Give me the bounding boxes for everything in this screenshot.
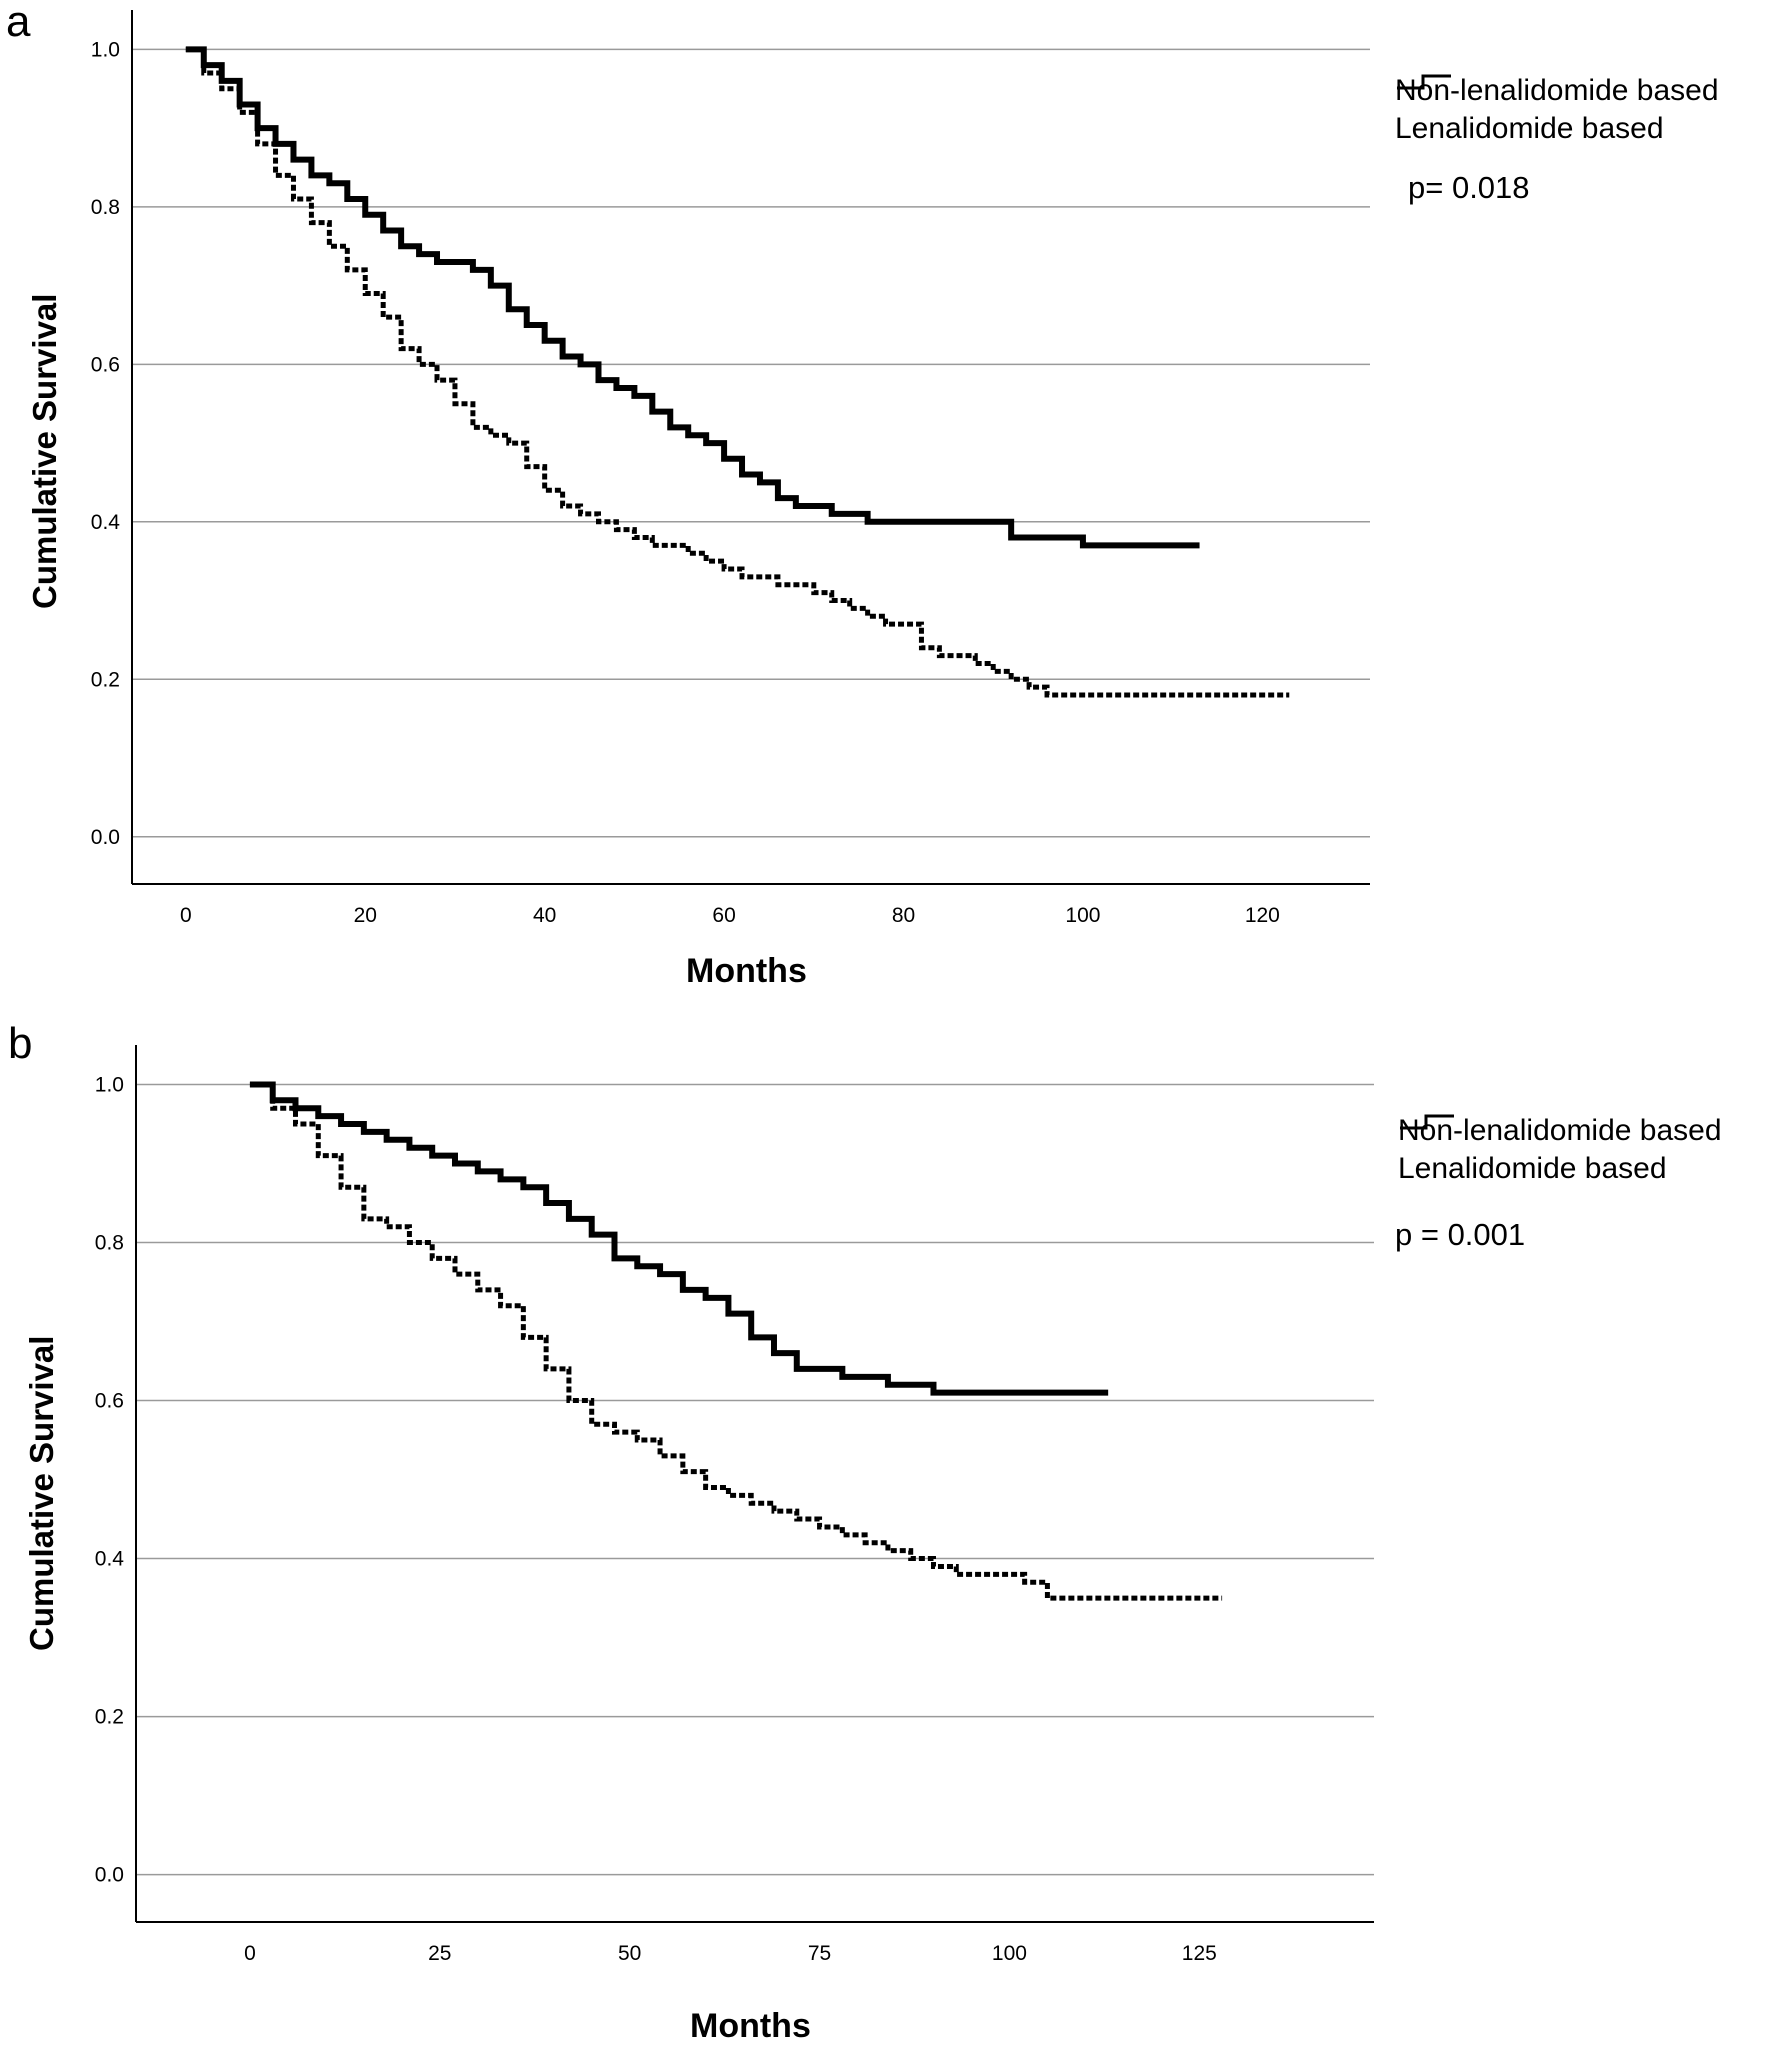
y-tick-label: 0.2 [95, 1706, 124, 1729]
y-tick-label: 0.0 [95, 1864, 124, 1887]
x-tick-label: 60 [712, 904, 735, 927]
y-tick-label: 0.4 [91, 511, 121, 534]
chart-a-svg: 0.0 0.2 0.4 0.6 0.8 1.0 0 20 40 60 80 100 120 [91, 10, 1370, 927]
panel-label-b: b [8, 1019, 33, 1068]
legend-item-lenalidomide: Lenalidomide based [1398, 1114, 1722, 1188]
y-tick-label: 0.0 [91, 826, 120, 849]
x-tick-label: 100 [1065, 904, 1100, 927]
x-tick-label: 0 [244, 1942, 256, 1965]
y-tick-label: 0.8 [95, 1232, 124, 1255]
x-tick-label: 125 [1182, 1942, 1217, 1965]
x-tick-label: 20 [354, 904, 377, 927]
legend-item-lenalidomide: Lenalidomide based [1395, 74, 1719, 148]
y-tick-label: 0.4 [95, 1548, 125, 1571]
y-tick-label: 0.2 [91, 668, 120, 691]
y-axis-label-a: Cumulative Survival [26, 293, 63, 609]
p-value-a: p= 0.018 [1408, 170, 1530, 205]
solid-line-swatch [1397, 74, 1451, 90]
x-axis-label-b: Months [690, 2007, 811, 2045]
survival-chart-b: b 0.0 0.2 0.4 0.6 0.8 1.0 0 25 50 75 100 125 Non-le… [0, 1019, 1772, 2046]
y-tick-label: 0.8 [91, 196, 120, 219]
legend-a: Non-lenalidomide based Lenalidomide base… [1395, 72, 1719, 148]
y-tick-label: 0.6 [91, 353, 120, 376]
x-tick-label: 50 [618, 1942, 641, 1965]
survival-chart-a: a 0.0 0.2 0.4 0.6 0.8 1.0 0 20 40 60 80 100 120 Non-… [0, 0, 1772, 1022]
x-tick-label: 40 [533, 904, 556, 927]
y-tick-label: 0.6 [95, 1390, 124, 1413]
x-tick-label: 100 [992, 1942, 1027, 1965]
y-axis-label-b: Cumulative Survival [23, 1335, 60, 1651]
legend-label-non-lenalidomide: Non-lenalidomide based [1398, 1114, 1722, 1147]
panel-label-a: a [6, 0, 31, 46]
legend-label-lenalidomide: Lenalidomide based [1398, 1152, 1667, 1185]
x-tick-label: 80 [892, 904, 915, 927]
x-tick-label: 120 [1245, 904, 1280, 927]
legend-b: Non-lenalidomide based Lenalidomide base… [1398, 1112, 1722, 1188]
legend-label-non-lenalidomide: Non-lenalidomide based [1395, 74, 1719, 107]
x-tick-label: 25 [428, 1942, 451, 1965]
series-lenalidomide-line [249, 1081, 1109, 1396]
solid-line-swatch [1400, 1114, 1454, 1130]
series-lenalidomide-line [185, 46, 1200, 549]
series-non-lenalidomide-line [249, 1082, 1223, 1601]
legend-label-lenalidomide: Lenalidomide based [1395, 112, 1664, 145]
x-tick-label: 0 [180, 904, 192, 927]
p-value-b: p = 0.001 [1395, 1217, 1526, 1252]
x-axis-label-a: Months [686, 952, 807, 990]
y-tick-label: 1.0 [95, 1074, 124, 1097]
series-non-lenalidomide-line [185, 46, 1290, 698]
chart-b-svg: 0.0 0.2 0.4 0.6 0.8 1.0 0 25 50 75 100 125 [95, 1045, 1374, 1965]
y-tick-label: 1.0 [91, 38, 120, 61]
x-tick-label: 75 [808, 1942, 831, 1965]
